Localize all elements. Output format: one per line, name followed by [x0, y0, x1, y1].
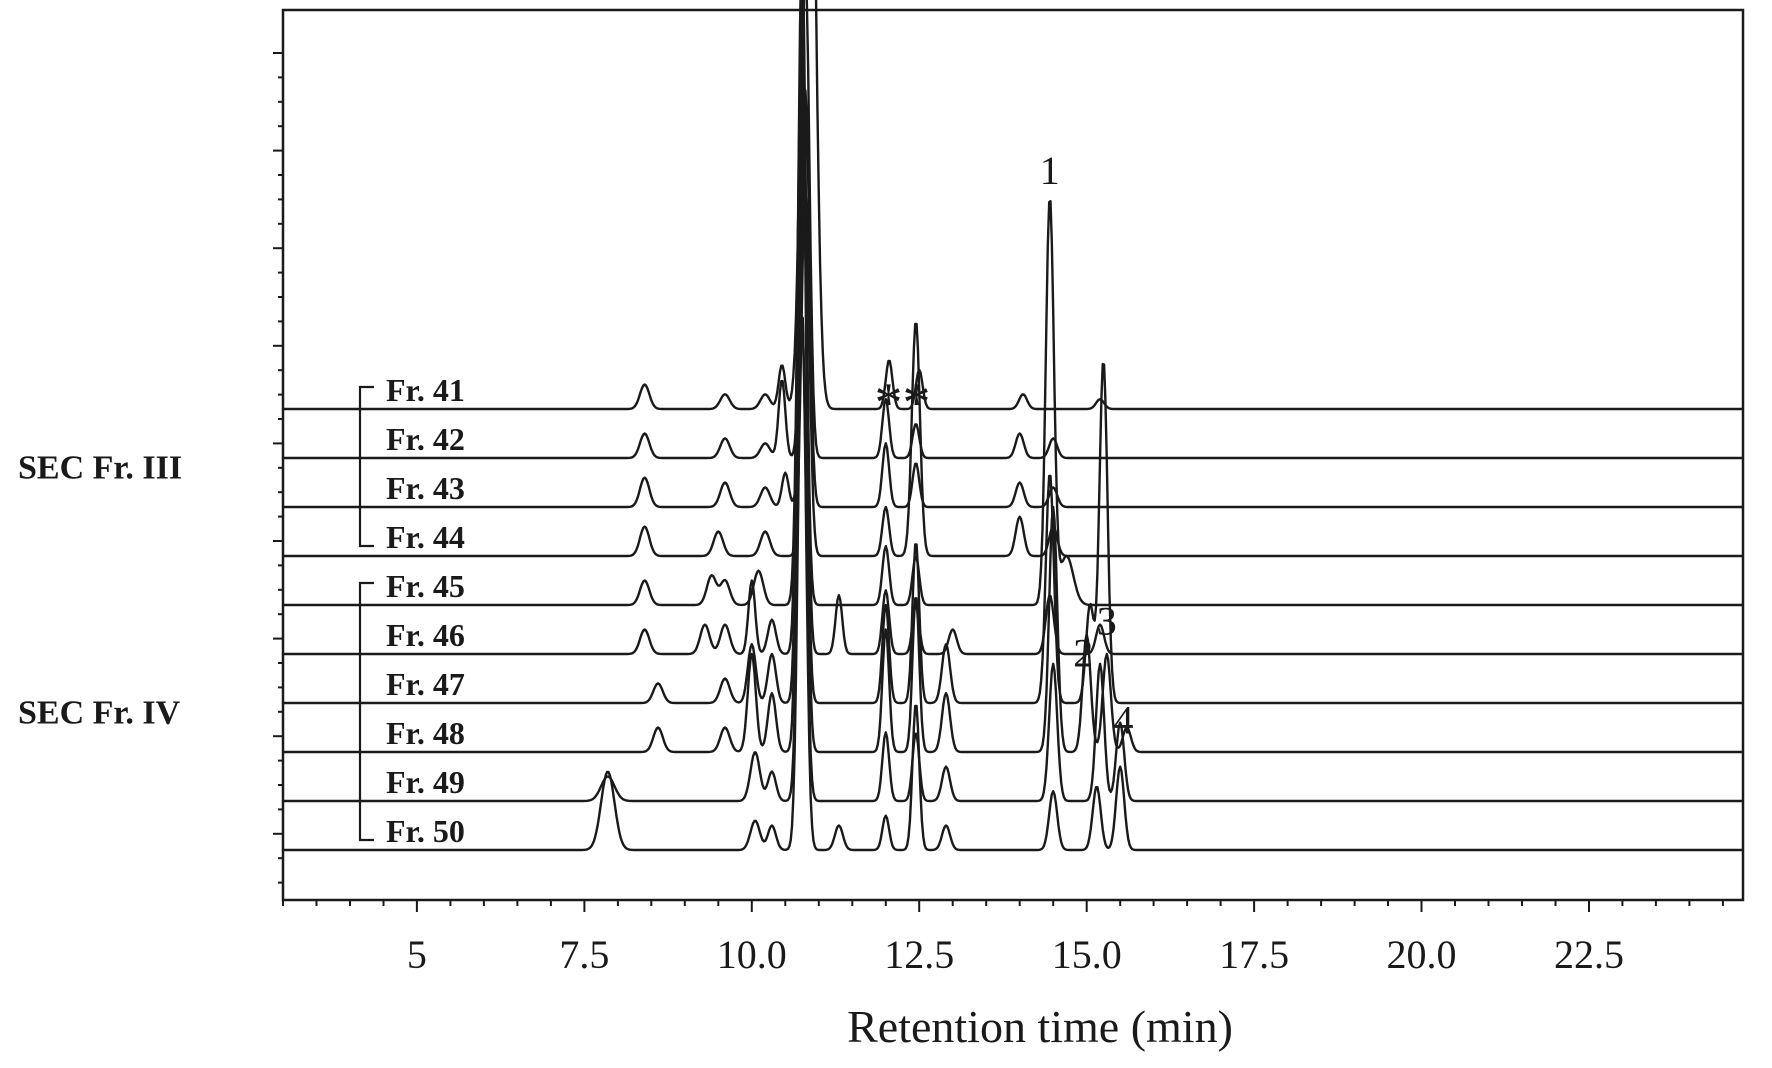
traces — [283, 0, 1743, 852]
trace-labels: Fr. 41 Fr. 42 Fr. 43 Fr. 44 Fr. 45 Fr. 46 Fr. … — [386, 372, 465, 849]
group-bracket — [358, 581, 374, 842]
trace-label: Fr. 42 — [386, 421, 465, 457]
trace-line — [283, 49, 1743, 705]
trace-label: Fr. 44 — [386, 519, 465, 555]
trace-line — [283, 0, 1743, 411]
peak-number-label: 1 — [1040, 148, 1060, 193]
x-tick-label: 7.5 — [559, 932, 609, 977]
trace-label: Fr. 41 — [386, 372, 465, 408]
trace-label: Fr. 45 — [386, 568, 465, 604]
trace-label: Fr. 49 — [386, 764, 465, 800]
x-tick-label: 22.5 — [1554, 932, 1624, 977]
x-tick-label: 10.0 — [717, 932, 787, 977]
trace-label: Fr. 43 — [386, 470, 465, 506]
group-label: SEC Fr. III — [18, 450, 182, 487]
trace-line — [283, 317, 1743, 852]
trace-line — [283, 74, 1743, 754]
x-tick-label: 20.0 — [1387, 932, 1457, 977]
group-brackets: SEC Fr. III SEC Fr. IV — [18, 385, 374, 842]
x-axis-ticks — [282, 900, 1724, 912]
trace-line — [283, 316, 1743, 803]
star-annotation: ** — [875, 372, 931, 434]
trace-line — [283, 0, 1743, 656]
x-tick-labels: 5 7.5 10.0 12.5 15.0 17.5 20.0 22.5 — [407, 932, 1624, 977]
x-tick-label: 15.0 — [1052, 932, 1122, 977]
x-tick-label: 12.5 — [884, 932, 954, 977]
group-label: SEC Fr. IV — [18, 695, 181, 732]
group-bracket — [358, 385, 374, 548]
peak-number-label: 3 — [1097, 599, 1117, 644]
trace-line — [283, 0, 1743, 460]
peak-number-label: 2 — [1073, 631, 1093, 676]
trace-line — [283, 187, 1743, 558]
x-tick-label: 17.5 — [1219, 932, 1289, 977]
x-axis-title: Retention time (min) — [847, 1001, 1233, 1052]
trace-line — [283, 0, 1743, 607]
trace-label: Fr. 48 — [386, 715, 465, 751]
x-tick-label: 5 — [407, 932, 427, 977]
trace-line — [283, 89, 1743, 509]
trace-label: Fr. 50 — [386, 813, 465, 849]
trace-label: Fr. 47 — [386, 666, 465, 702]
peak-number-label: 4 — [1114, 698, 1134, 743]
y-axis-ticks — [273, 52, 283, 884]
plot-frame — [281, 8, 1745, 902]
trace-label: Fr. 46 — [386, 617, 465, 653]
